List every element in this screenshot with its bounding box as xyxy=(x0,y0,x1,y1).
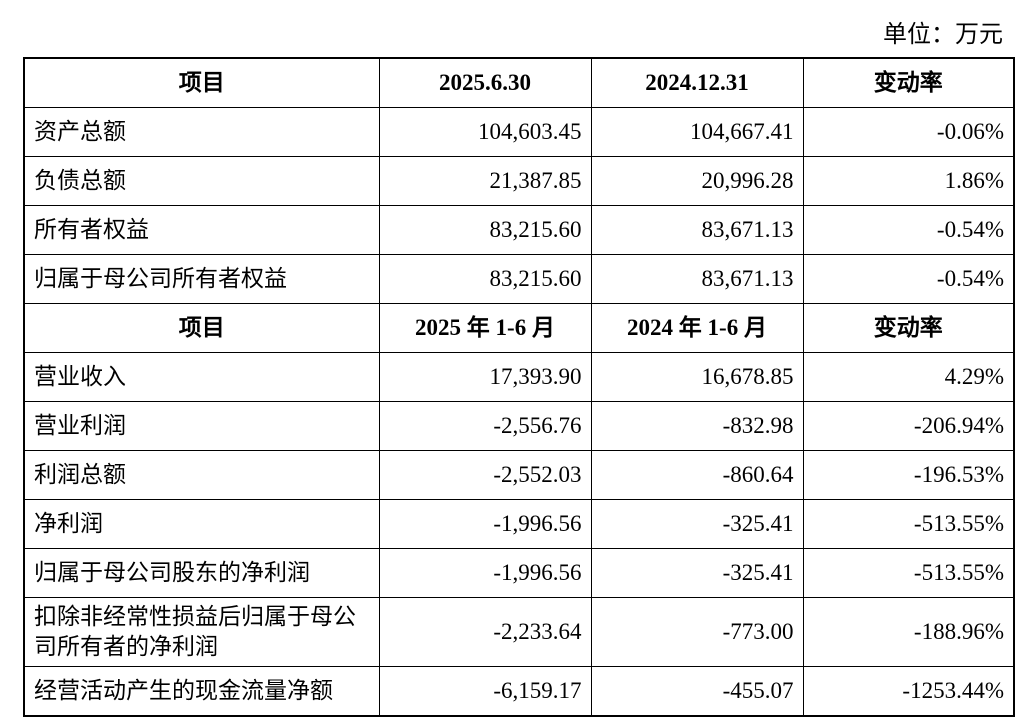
header-change-rate: 变动率 xyxy=(802,57,1015,108)
change-rate: -513.55% xyxy=(802,548,1015,598)
change-rate: -188.96% xyxy=(802,597,1015,667)
value-2025: 104,603.45 xyxy=(378,107,592,157)
value-2024: -325.41 xyxy=(590,499,804,549)
row-label: 营业收入 xyxy=(23,352,380,402)
row-label: 营业利润 xyxy=(23,401,380,451)
table-row: 经营活动产生的现金流量净额 -6,159.17 -455.07 -1253.44… xyxy=(23,666,1015,717)
row-label: 经营活动产生的现金流量净额 xyxy=(23,666,380,717)
value-2024: 104,667.41 xyxy=(590,107,804,157)
row-label: 归属于母公司股东的净利润 xyxy=(23,548,380,598)
value-2025: -1,996.56 xyxy=(378,548,592,598)
change-rate: -0.54% xyxy=(802,205,1015,255)
table-row: 归属于母公司所有者权益 83,215.60 83,671.13 -0.54% xyxy=(23,254,1015,304)
value-2025: -2,233.64 xyxy=(378,597,592,667)
change-rate: -513.55% xyxy=(802,499,1015,549)
value-2024: -832.98 xyxy=(590,401,804,451)
table-row: 利润总额 -2,552.03 -860.64 -196.53% xyxy=(23,450,1015,500)
value-2024: 20,996.28 xyxy=(590,156,804,206)
value-2025: -6,159.17 xyxy=(378,666,592,717)
row-label: 所有者权益 xyxy=(23,205,380,255)
value-2024: 83,671.13 xyxy=(590,254,804,304)
value-2024: -325.41 xyxy=(590,548,804,598)
table-row: 扣除非经常性损益后归属于母公司所有者的净利润 -2,233.64 -773.00… xyxy=(23,597,1015,667)
change-rate: -196.53% xyxy=(802,450,1015,500)
table-row: 所有者权益 83,215.60 83,671.13 -0.54% xyxy=(23,205,1015,255)
header-col-2024-h1: 2024 年 1-6 月 xyxy=(590,303,804,353)
table-header-balance: 项目 2025.6.30 2024.12.31 变动率 xyxy=(23,57,1015,108)
header-item: 项目 xyxy=(23,303,380,353)
header-col-2025-06-30: 2025.6.30 xyxy=(378,57,592,108)
header-col-2024-12-31: 2024.12.31 xyxy=(590,57,804,108)
financial-summary-table: 项目 2025.6.30 2024.12.31 变动率 资产总额 104,603… xyxy=(23,57,1015,717)
row-label: 利润总额 xyxy=(23,450,380,500)
header-item: 项目 xyxy=(23,57,380,108)
row-label: 负债总额 xyxy=(23,156,380,206)
change-rate: -206.94% xyxy=(802,401,1015,451)
table-row: 营业利润 -2,556.76 -832.98 -206.94% xyxy=(23,401,1015,451)
row-label: 资产总额 xyxy=(23,107,380,157)
header-change-rate: 变动率 xyxy=(802,303,1015,353)
value-2025: 21,387.85 xyxy=(378,156,592,206)
table-row: 负债总额 21,387.85 20,996.28 1.86% xyxy=(23,156,1015,206)
value-2025: 83,215.60 xyxy=(378,254,592,304)
value-2025: -1,996.56 xyxy=(378,499,592,549)
value-2025: 83,215.60 xyxy=(378,205,592,255)
row-label: 净利润 xyxy=(23,499,380,549)
row-label: 归属于母公司所有者权益 xyxy=(23,254,380,304)
table-row: 营业收入 17,393.90 16,678.85 4.29% xyxy=(23,352,1015,402)
table-row: 归属于母公司股东的净利润 -1,996.56 -325.41 -513.55% xyxy=(23,548,1015,598)
change-rate: 1.86% xyxy=(802,156,1015,206)
value-2024: -860.64 xyxy=(590,450,804,500)
change-rate: -0.06% xyxy=(802,107,1015,157)
value-2024: -455.07 xyxy=(590,666,804,717)
change-rate: -1253.44% xyxy=(802,666,1015,717)
unit-label: 单位：万元 xyxy=(883,20,1003,48)
value-2024: 16,678.85 xyxy=(590,352,804,402)
header-col-2025-h1: 2025 年 1-6 月 xyxy=(378,303,592,353)
change-rate: -0.54% xyxy=(802,254,1015,304)
table-header-income: 项目 2025 年 1-6 月 2024 年 1-6 月 变动率 xyxy=(23,303,1015,353)
row-label: 扣除非经常性损益后归属于母公司所有者的净利润 xyxy=(23,597,380,667)
value-2025: 17,393.90 xyxy=(378,352,592,402)
value-2025: -2,556.76 xyxy=(378,401,592,451)
table-row: 净利润 -1,996.56 -325.41 -513.55% xyxy=(23,499,1015,549)
value-2024: -773.00 xyxy=(590,597,804,667)
change-rate: 4.29% xyxy=(802,352,1015,402)
value-2025: -2,552.03 xyxy=(378,450,592,500)
value-2024: 83,671.13 xyxy=(590,205,804,255)
table-row: 资产总额 104,603.45 104,667.41 -0.06% xyxy=(23,107,1015,157)
